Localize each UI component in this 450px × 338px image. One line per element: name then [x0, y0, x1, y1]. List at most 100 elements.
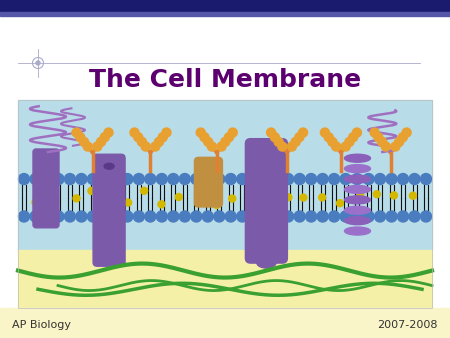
Circle shape [357, 191, 364, 198]
Circle shape [104, 128, 113, 137]
Circle shape [53, 173, 64, 185]
Circle shape [214, 173, 225, 185]
Circle shape [324, 133, 333, 142]
Circle shape [168, 173, 179, 185]
Circle shape [52, 198, 59, 205]
Circle shape [41, 173, 53, 185]
Circle shape [225, 173, 236, 185]
Ellipse shape [345, 165, 370, 173]
Circle shape [266, 198, 273, 205]
Circle shape [151, 142, 160, 151]
Circle shape [391, 142, 400, 151]
Circle shape [191, 211, 202, 222]
Circle shape [87, 211, 99, 222]
Circle shape [270, 133, 279, 142]
Circle shape [248, 211, 259, 222]
Circle shape [374, 133, 383, 142]
Circle shape [99, 173, 110, 185]
Circle shape [158, 133, 167, 142]
Circle shape [398, 133, 407, 142]
Circle shape [225, 133, 234, 142]
Ellipse shape [345, 196, 370, 204]
Circle shape [351, 211, 363, 222]
Circle shape [213, 201, 220, 209]
Circle shape [395, 137, 404, 146]
Circle shape [397, 211, 409, 222]
Bar [18, 100, 432, 308]
Circle shape [288, 142, 297, 151]
Circle shape [104, 194, 111, 201]
Circle shape [133, 173, 144, 185]
Bar [0, 12, 450, 16]
Circle shape [30, 211, 41, 222]
FancyBboxPatch shape [33, 149, 59, 228]
Circle shape [391, 192, 397, 199]
Circle shape [32, 199, 39, 206]
Circle shape [332, 142, 341, 151]
Circle shape [228, 128, 237, 137]
Circle shape [162, 128, 171, 137]
Circle shape [145, 173, 156, 185]
Circle shape [141, 187, 148, 194]
Ellipse shape [104, 163, 114, 169]
Circle shape [202, 211, 213, 222]
Ellipse shape [345, 206, 370, 214]
Circle shape [320, 128, 329, 137]
Circle shape [345, 137, 354, 146]
Circle shape [141, 142, 150, 151]
Circle shape [76, 173, 87, 185]
Circle shape [72, 128, 81, 137]
Circle shape [73, 195, 80, 202]
Circle shape [30, 173, 41, 185]
Circle shape [340, 211, 351, 222]
Circle shape [191, 173, 202, 185]
Circle shape [76, 211, 87, 222]
FancyBboxPatch shape [245, 139, 288, 263]
Circle shape [207, 142, 216, 151]
Circle shape [328, 173, 340, 185]
Circle shape [386, 173, 397, 185]
Circle shape [285, 194, 292, 201]
Circle shape [381, 142, 390, 151]
Circle shape [36, 61, 40, 65]
Circle shape [271, 211, 282, 222]
Circle shape [18, 173, 30, 185]
Circle shape [200, 133, 209, 142]
Circle shape [237, 173, 248, 185]
Circle shape [409, 211, 420, 222]
Circle shape [299, 128, 308, 137]
Circle shape [154, 137, 163, 146]
Circle shape [363, 173, 374, 185]
Circle shape [291, 137, 300, 146]
Circle shape [340, 173, 351, 185]
Circle shape [158, 201, 165, 208]
Circle shape [122, 211, 133, 222]
Ellipse shape [345, 186, 370, 193]
Text: AP Biology: AP Biology [12, 320, 71, 330]
Circle shape [260, 173, 271, 185]
Ellipse shape [345, 227, 370, 235]
Circle shape [374, 211, 386, 222]
Circle shape [198, 187, 204, 194]
Circle shape [409, 173, 420, 185]
Circle shape [374, 191, 380, 198]
Bar [0, 308, 450, 338]
Circle shape [402, 128, 411, 137]
Text: 2007-2008: 2007-2008 [378, 320, 438, 330]
Ellipse shape [345, 217, 370, 225]
Circle shape [93, 142, 102, 151]
Circle shape [64, 211, 76, 222]
Circle shape [420, 173, 432, 185]
Circle shape [319, 194, 326, 201]
Circle shape [110, 173, 122, 185]
Circle shape [100, 133, 109, 142]
Circle shape [341, 142, 350, 151]
Circle shape [274, 137, 283, 146]
Circle shape [145, 211, 156, 222]
Circle shape [349, 133, 358, 142]
Circle shape [18, 211, 30, 222]
Ellipse shape [256, 256, 276, 268]
Circle shape [420, 211, 432, 222]
Circle shape [300, 194, 307, 201]
Circle shape [328, 211, 340, 222]
